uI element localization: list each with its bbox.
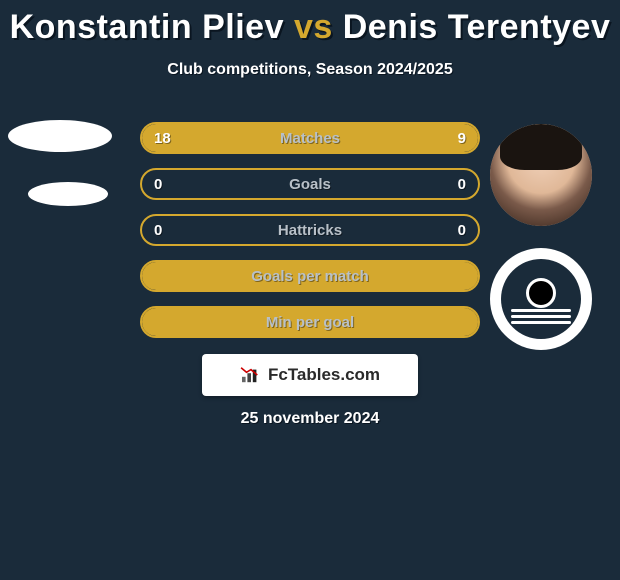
brand-badge: FcTables.com [202, 354, 418, 396]
vs-separator: vs [294, 8, 333, 46]
stat-label: Min per goal [142, 314, 478, 331]
stat-label: Goals per match [142, 268, 478, 285]
left-club-logo-placeholder [28, 182, 108, 206]
comparison-title: Konstantin Pliev vs Denis Terentyev [0, 0, 620, 47]
stat-label: Matches [142, 130, 478, 147]
stat-label: Hattricks [142, 222, 478, 239]
stat-label: Goals [142, 176, 478, 193]
bar-chart-icon [240, 366, 262, 384]
stat-row-goals: 00Goals [140, 168, 480, 200]
brand-text: FcTables.com [268, 365, 380, 385]
snapshot-date: 25 november 2024 [0, 410, 620, 428]
stat-row-min-per-goal: Min per goal [140, 306, 480, 338]
right-player-avatar-column [490, 124, 592, 372]
right-player-avatar [490, 124, 592, 226]
stat-row-matches: 189Matches [140, 122, 480, 154]
stats-bars: 189Matches 00Goals 00Hattricks Goals per ma… [140, 122, 480, 352]
right-club-logo [490, 248, 592, 350]
stat-row-hattricks: 00Hattricks [140, 214, 480, 246]
left-player-avatar-placeholder [8, 120, 112, 152]
subtitle: Club competitions, Season 2024/2025 [0, 61, 620, 79]
left-player-avatar-column [8, 120, 112, 236]
player-left-name: Konstantin Pliev [10, 8, 284, 46]
stat-row-goals-per-match: Goals per match [140, 260, 480, 292]
player-right-name: Denis Terentyev [343, 8, 611, 46]
